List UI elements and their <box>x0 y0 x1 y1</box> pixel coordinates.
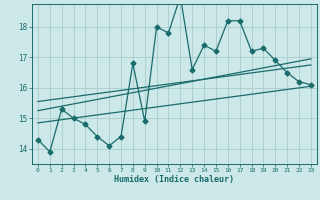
X-axis label: Humidex (Indice chaleur): Humidex (Indice chaleur) <box>115 175 234 184</box>
